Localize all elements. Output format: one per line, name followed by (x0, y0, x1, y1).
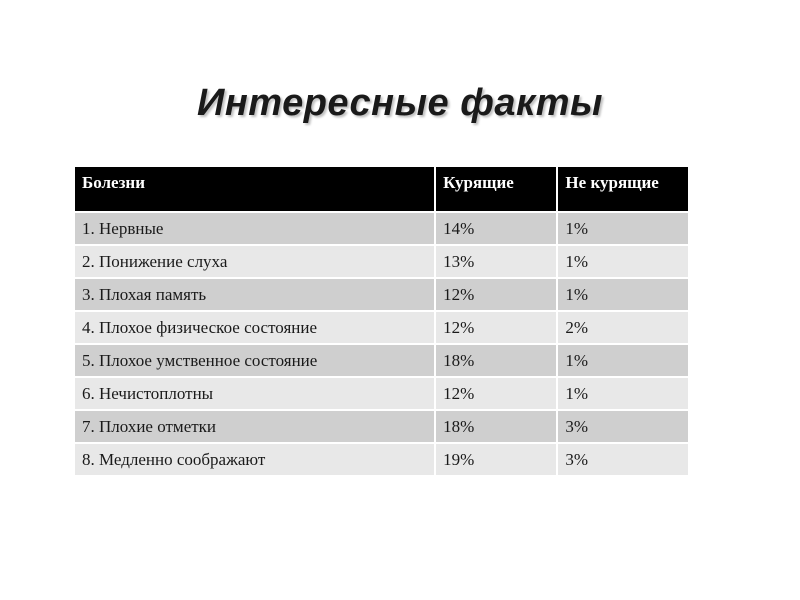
cell-disease: 5. Плохое умственное состояние (75, 345, 435, 376)
table-row: 1. Нервные 14% 1% (75, 213, 688, 244)
table-header-row: Болезни Курящие Не курящие (75, 167, 688, 211)
cell-non-smokers: 3% (558, 411, 688, 442)
cell-disease: 6. Нечистоплотны (75, 378, 435, 409)
cell-smokers: 19% (436, 444, 557, 475)
cell-non-smokers: 2% (558, 312, 688, 343)
cell-disease: 3. Плохая память (75, 279, 435, 310)
cell-smokers: 18% (436, 345, 557, 376)
cell-disease: 4. Плохое физическое состояние (75, 312, 435, 343)
table-row: 3. Плохая память 12% 1% (75, 279, 688, 310)
header-smokers: Курящие (436, 167, 557, 211)
cell-non-smokers: 3% (558, 444, 688, 475)
table-row: 2. Понижение слуха 13% 1% (75, 246, 688, 277)
cell-smokers: 12% (436, 312, 557, 343)
table-row: 4. Плохое физическое состояние 12% 2% (75, 312, 688, 343)
cell-non-smokers: 1% (558, 213, 688, 244)
table-row: 6. Нечистоплотны 12% 1% (75, 378, 688, 409)
cell-smokers: 12% (436, 378, 557, 409)
cell-disease: 1. Нервные (75, 213, 435, 244)
cell-smokers: 14% (436, 213, 557, 244)
table-row: 5. Плохое умственное состояние 18% 1% (75, 345, 688, 376)
cell-smokers: 18% (436, 411, 557, 442)
cell-disease: 8. Медленно соображают (75, 444, 435, 475)
table-row: 7. Плохие отметки 18% 3% (75, 411, 688, 442)
cell-smokers: 13% (436, 246, 557, 277)
page-title: Интересные факты (197, 82, 603, 124)
cell-disease: 7. Плохие отметки (75, 411, 435, 442)
cell-smokers: 12% (436, 279, 557, 310)
cell-non-smokers: 1% (558, 378, 688, 409)
cell-non-smokers: 1% (558, 246, 688, 277)
header-non-smokers: Не курящие (558, 167, 688, 211)
cell-non-smokers: 1% (558, 345, 688, 376)
header-diseases: Болезни (75, 167, 435, 211)
facts-table: Болезни Курящие Не курящие 1. Нервные 14… (73, 165, 690, 477)
cell-non-smokers: 1% (558, 279, 688, 310)
cell-disease: 2. Понижение слуха (75, 246, 435, 277)
table-row: 8. Медленно соображают 19% 3% (75, 444, 688, 475)
